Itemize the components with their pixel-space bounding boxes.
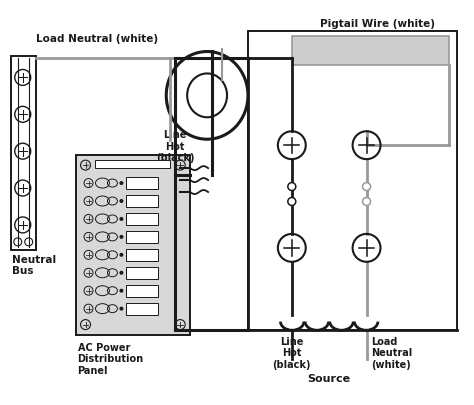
Bar xyxy=(127,249,158,261)
Circle shape xyxy=(119,199,123,203)
Bar xyxy=(127,231,158,243)
Circle shape xyxy=(288,198,296,205)
Circle shape xyxy=(119,289,123,293)
Text: Source: Source xyxy=(307,374,350,384)
Bar xyxy=(127,177,158,189)
Text: Line
Hot
(black): Line Hot (black) xyxy=(273,337,311,370)
Bar xyxy=(127,195,158,207)
Circle shape xyxy=(363,198,371,205)
Bar xyxy=(127,267,158,279)
Text: Line
Hot
(black): Line Hot (black) xyxy=(156,130,194,164)
Bar xyxy=(127,285,158,297)
Text: AC Power
Distribution
Panel: AC Power Distribution Panel xyxy=(78,343,144,376)
Text: Load
Neutral
(white): Load Neutral (white) xyxy=(372,337,413,370)
Circle shape xyxy=(119,235,123,239)
Text: Neutral
Bus: Neutral Bus xyxy=(12,255,56,277)
Ellipse shape xyxy=(187,73,227,117)
Text: Load Neutral (white): Load Neutral (white) xyxy=(36,34,158,44)
Circle shape xyxy=(119,181,123,185)
Bar xyxy=(248,31,457,330)
Bar xyxy=(95,160,170,168)
Circle shape xyxy=(119,271,123,275)
Circle shape xyxy=(363,183,371,190)
Circle shape xyxy=(288,183,296,190)
Text: Pigtail Wire (white): Pigtail Wire (white) xyxy=(320,19,435,29)
Circle shape xyxy=(119,253,123,257)
Bar xyxy=(75,155,190,335)
Bar xyxy=(11,55,36,250)
Bar xyxy=(127,213,158,225)
Circle shape xyxy=(119,307,123,311)
Bar xyxy=(127,303,158,315)
Ellipse shape xyxy=(166,51,248,139)
Bar xyxy=(292,36,449,66)
Circle shape xyxy=(119,217,123,221)
